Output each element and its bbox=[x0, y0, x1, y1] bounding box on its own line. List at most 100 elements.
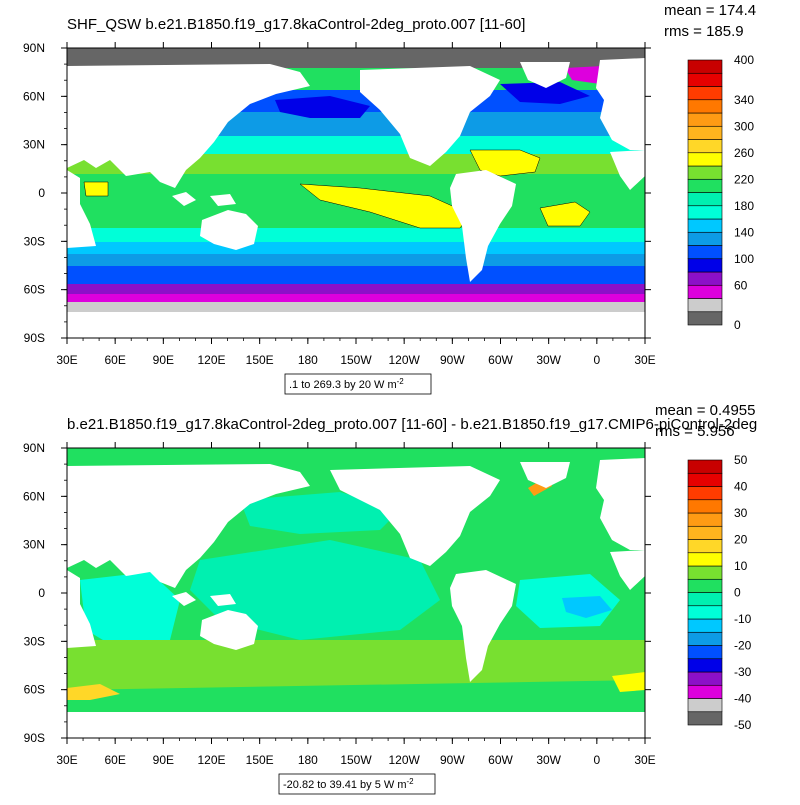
y-tick-label: 60N bbox=[23, 89, 45, 103]
colorbar-label: 140 bbox=[734, 225, 754, 239]
colorbar-label: 400 bbox=[734, 53, 754, 67]
y-tick-label: 30N bbox=[23, 138, 45, 152]
bottom-patch-southern-yellow bbox=[67, 684, 120, 700]
x-tick-label: 90E bbox=[153, 353, 174, 367]
colorbar-label: -30 bbox=[734, 665, 752, 679]
x-tick-label: 30W bbox=[536, 353, 561, 367]
x-tick-label: 0 bbox=[593, 753, 600, 767]
top-patch-labrador bbox=[500, 82, 590, 104]
colorbar-swatch bbox=[687, 578, 723, 593]
colorbar-label: 0 bbox=[734, 586, 741, 600]
colorbar-swatch bbox=[687, 645, 723, 660]
bottom-axis-ticks: 30E 60E 90E 120E 150E 180 150W 120W 90W 60W 30W 0 30… bbox=[23, 441, 656, 767]
top-band-south-temperate bbox=[67, 228, 645, 242]
top-axis-ticks: 30E 60E 90E 120E 150E 180 150W 120W 90W 60W 30W 0 30… bbox=[23, 41, 656, 367]
colorbar-swatch bbox=[687, 72, 723, 87]
x-tick-label: 30E bbox=[634, 753, 655, 767]
y-tick-label: 60S bbox=[24, 283, 45, 297]
colorbar-label: 0 bbox=[734, 318, 741, 332]
colorbar-swatch bbox=[687, 178, 723, 193]
colorbar-swatch bbox=[687, 59, 723, 74]
x-tick-label: 30E bbox=[634, 353, 655, 367]
y-tick-label: 30S bbox=[24, 234, 45, 248]
top-land-south-america bbox=[450, 170, 516, 282]
colorbar-label: -10 bbox=[734, 612, 752, 626]
y-tick-label: 90S bbox=[24, 331, 45, 345]
x-tick-label: 30W bbox=[536, 753, 561, 767]
colorbar-label: 60 bbox=[734, 278, 748, 292]
top-band-south-deep bbox=[67, 284, 645, 294]
x-tick-label: 60W bbox=[488, 753, 513, 767]
bottom-patch-southern-green bbox=[67, 640, 645, 690]
y-tick-label: 30S bbox=[24, 634, 45, 648]
x-tick-label: 30E bbox=[56, 353, 77, 367]
top-colorbar: 400 340 300 260 220 180 140 100 60 0 bbox=[687, 53, 754, 332]
top-patch-south-atlantic-high bbox=[539, 201, 591, 227]
y-tick-label: 90N bbox=[23, 441, 45, 455]
top-land-eurasia bbox=[67, 64, 310, 188]
x-tick-label: 60E bbox=[104, 353, 125, 367]
bottom-land-eurasia bbox=[67, 464, 310, 588]
y-tick-label: 0 bbox=[38, 586, 45, 600]
top-contour-info-box bbox=[284, 373, 432, 395]
top-band-antarctica bbox=[67, 312, 645, 338]
colorbar-label: -20 bbox=[734, 639, 752, 653]
colorbar-swatch bbox=[687, 284, 723, 299]
top-band-south-subpolar bbox=[67, 254, 645, 266]
colorbar-label: 30 bbox=[734, 506, 748, 520]
top-contour-info: .1 to 269.3 by 20 W m-2 bbox=[289, 377, 404, 391]
colorbar-swatch bbox=[687, 698, 723, 713]
colorbar-swatch bbox=[687, 165, 723, 180]
x-tick-label: 30E bbox=[56, 753, 77, 767]
y-tick-label: 90N bbox=[23, 41, 45, 55]
colorbar-swatch bbox=[687, 711, 723, 726]
top-mean-label: mean = 174.4 bbox=[664, 2, 756, 19]
colorbar-swatch bbox=[687, 205, 723, 220]
top-rms-label: rms = 185.9 bbox=[664, 23, 744, 40]
bottom-patch-north-pacific-cyan bbox=[240, 492, 400, 534]
top-land-maritime-continent bbox=[172, 192, 236, 206]
bottom-patch-pacific-cyan bbox=[190, 540, 440, 640]
colorbar-swatch bbox=[687, 258, 723, 273]
colorbar-label: 180 bbox=[734, 199, 754, 213]
x-tick-label: 90W bbox=[440, 353, 465, 367]
colorbar-label: 300 bbox=[734, 119, 754, 133]
bottom-contour-info-exponent: -2 bbox=[407, 777, 415, 786]
colorbar-swatch bbox=[687, 592, 723, 607]
x-tick-label: 120E bbox=[197, 353, 225, 367]
y-tick-label: 0 bbox=[38, 186, 45, 200]
colorbar-swatch bbox=[687, 311, 723, 326]
top-band-sea-ice bbox=[67, 302, 645, 312]
colorbar-swatch bbox=[687, 112, 723, 127]
y-tick-label: 60S bbox=[24, 683, 45, 697]
x-tick-label: 150W bbox=[340, 753, 372, 767]
colorbar-swatch bbox=[687, 271, 723, 286]
x-tick-label: 60W bbox=[488, 353, 513, 367]
colorbar-label: 220 bbox=[734, 172, 754, 186]
x-tick-label: 0 bbox=[593, 353, 600, 367]
top-patch-north-pacific-high bbox=[469, 149, 541, 177]
colorbar-swatch bbox=[687, 152, 723, 167]
colorbar-label: 260 bbox=[734, 146, 754, 160]
colorbar-label: -50 bbox=[734, 718, 752, 732]
colorbar-swatch bbox=[687, 192, 723, 207]
top-map-title: SHF_QSW b.e21.B1850.f19_g17.8kaControl-2… bbox=[67, 16, 525, 33]
y-tick-label: 60N bbox=[23, 489, 45, 503]
x-tick-label: 180 bbox=[298, 753, 318, 767]
bottom-patch-indian-cyan bbox=[80, 572, 180, 650]
x-tick-label: 60E bbox=[104, 753, 125, 767]
bottom-colorbar: 50 40 30 20 10 0 -10 -20 -30 -40 -50 bbox=[687, 453, 752, 732]
bottom-patch-atlantic-blue bbox=[562, 596, 612, 618]
colorbar-swatch bbox=[687, 139, 723, 154]
colorbar-swatch bbox=[687, 218, 723, 233]
bottom-map-title: b.e21.B1850.f19_g17.8kaControl-2deg_prot… bbox=[67, 416, 757, 433]
top-patch-north-pacific-low bbox=[275, 96, 370, 118]
bottom-land-north-america bbox=[330, 466, 500, 566]
bottom-contour-info-box bbox=[278, 773, 436, 795]
x-tick-label: 180 bbox=[298, 353, 318, 367]
colorbar-label: 100 bbox=[734, 252, 754, 266]
colorbar-swatch bbox=[687, 565, 723, 580]
y-tick-label: 90S bbox=[24, 731, 45, 745]
colorbar-swatch bbox=[687, 525, 723, 540]
colorbar-label: 340 bbox=[734, 93, 754, 107]
